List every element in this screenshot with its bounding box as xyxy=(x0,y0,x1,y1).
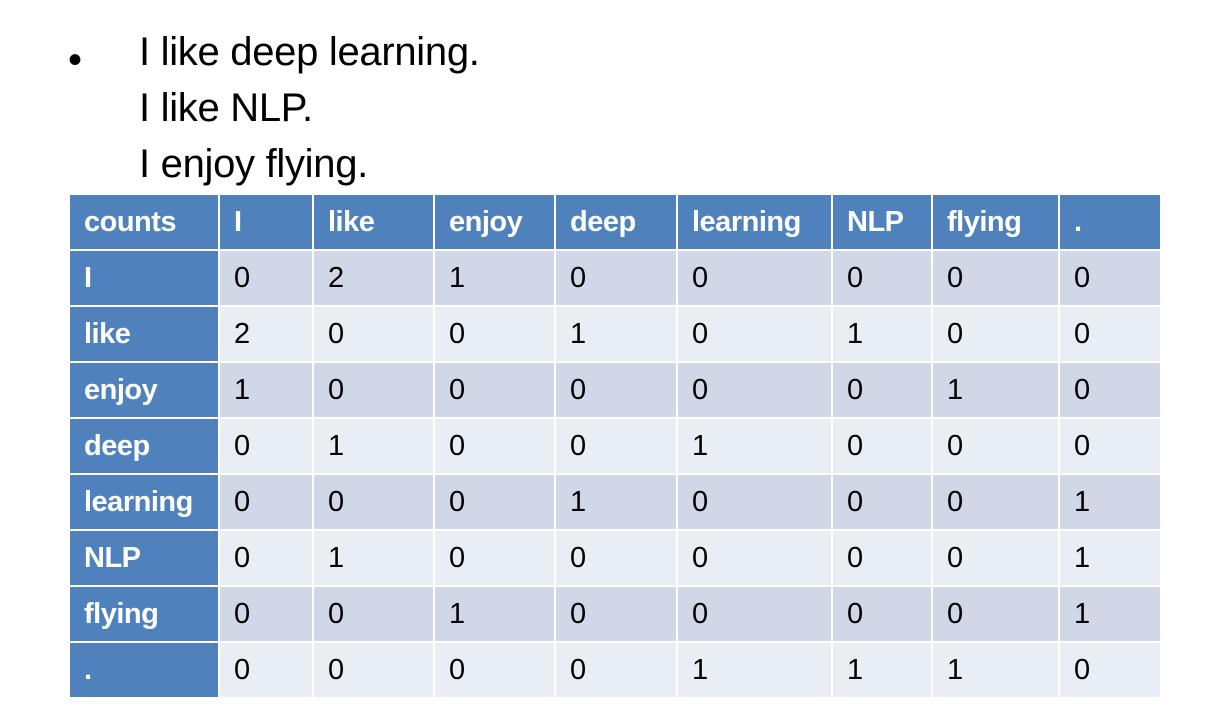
row-header: flying xyxy=(68,585,220,643)
count-cell: 0 xyxy=(1058,249,1162,307)
count-cell: 1 xyxy=(1058,473,1162,531)
count-cell: 0 xyxy=(931,529,1060,587)
count-cell: 0 xyxy=(554,417,678,475)
count-cell: 2 xyxy=(218,305,314,363)
count-cell: 0 xyxy=(931,585,1060,643)
row-header: NLP xyxy=(68,529,220,587)
count-cell: 0 xyxy=(676,529,833,587)
count-cell: 0 xyxy=(433,473,556,531)
count-cell: 1 xyxy=(1058,585,1162,643)
count-cell: 1 xyxy=(676,641,833,699)
count-cell: 0 xyxy=(312,641,435,699)
count-cell: 0 xyxy=(831,585,933,643)
count-cell: 0 xyxy=(931,305,1060,363)
count-cell: 1 xyxy=(218,361,314,419)
column-header: deep xyxy=(554,193,678,251)
count-cell: 0 xyxy=(218,249,314,307)
count-cell: 0 xyxy=(312,305,435,363)
count-cell: 0 xyxy=(1058,361,1162,419)
count-cell: 0 xyxy=(218,641,314,699)
bullet-point: • xyxy=(68,38,83,82)
row-header: enjoy xyxy=(68,361,220,419)
row-header: I xyxy=(68,249,220,307)
count-cell: 0 xyxy=(676,361,833,419)
count-cell: 0 xyxy=(312,361,435,419)
count-cell: 1 xyxy=(312,417,435,475)
count-cell: 0 xyxy=(831,473,933,531)
count-cell: 0 xyxy=(554,641,678,699)
row-header: . xyxy=(68,641,220,699)
table-row: NLP 0 1 0 0 0 0 0 1 xyxy=(68,529,1162,587)
count-cell: 1 xyxy=(831,641,933,699)
table-row: flying 0 0 1 0 0 0 0 1 xyxy=(68,585,1162,643)
column-header: enjoy xyxy=(433,193,556,251)
column-header: learning xyxy=(676,193,833,251)
count-cell: 0 xyxy=(554,529,678,587)
count-cell: 0 xyxy=(433,417,556,475)
count-cell: 0 xyxy=(218,585,314,643)
table-row: deep 0 1 0 0 1 0 0 0 xyxy=(68,417,1162,475)
column-header: . xyxy=(1058,193,1162,251)
table-row: like 2 0 0 1 0 1 0 0 xyxy=(68,305,1162,363)
count-cell: 0 xyxy=(831,417,933,475)
count-cell: 1 xyxy=(931,361,1060,419)
count-cell: 2 xyxy=(312,249,435,307)
count-cell: 0 xyxy=(831,249,933,307)
count-cell: 0 xyxy=(433,529,556,587)
column-header: flying xyxy=(931,193,1060,251)
count-cell: 1 xyxy=(433,249,556,307)
count-cell: 0 xyxy=(676,585,833,643)
column-header: I xyxy=(218,193,314,251)
count-cell: 0 xyxy=(218,417,314,475)
count-cell: 0 xyxy=(1058,305,1162,363)
count-cell: 1 xyxy=(554,305,678,363)
row-header: deep xyxy=(68,417,220,475)
count-cell: 1 xyxy=(433,585,556,643)
sentence: I enjoy flying. xyxy=(139,142,368,186)
count-cell: 1 xyxy=(554,473,678,531)
count-cell: 1 xyxy=(312,529,435,587)
count-cell: 0 xyxy=(676,249,833,307)
count-cell: 1 xyxy=(931,641,1060,699)
row-header: like xyxy=(68,305,220,363)
count-cell: 0 xyxy=(676,473,833,531)
count-cell: 0 xyxy=(554,585,678,643)
count-cell: 0 xyxy=(218,529,314,587)
count-cell: 0 xyxy=(676,305,833,363)
sentence-list: I like deep learning. I like NLP. I enjo… xyxy=(139,24,480,192)
row-header: learning xyxy=(68,473,220,531)
count-cell: 1 xyxy=(676,417,833,475)
count-cell: 0 xyxy=(433,641,556,699)
count-cell: 0 xyxy=(1058,641,1162,699)
sentence: I like NLP. xyxy=(139,86,313,130)
count-cell: 0 xyxy=(831,361,933,419)
table-row: enjoy 1 0 0 0 0 0 1 0 xyxy=(68,361,1162,419)
count-cell: 0 xyxy=(433,361,556,419)
count-cell: 0 xyxy=(554,249,678,307)
count-cell: 0 xyxy=(554,361,678,419)
count-cell: 0 xyxy=(831,529,933,587)
table-row: learning 0 0 0 1 0 0 0 1 xyxy=(68,473,1162,531)
count-cell: 0 xyxy=(312,473,435,531)
count-cell: 0 xyxy=(1058,417,1162,475)
count-cell: 1 xyxy=(831,305,933,363)
count-cell: 0 xyxy=(931,417,1060,475)
count-cell: 1 xyxy=(1058,529,1162,587)
column-header: like xyxy=(312,193,435,251)
count-cell: 0 xyxy=(312,585,435,643)
count-cell: 0 xyxy=(931,473,1060,531)
corner-header: counts xyxy=(68,193,220,251)
column-header: NLP xyxy=(831,193,933,251)
count-cell: 0 xyxy=(218,473,314,531)
sentence: I like deep learning. xyxy=(139,30,480,74)
example-sentences: • I like deep learning. I like NLP. I en… xyxy=(0,22,1216,190)
count-cell: 0 xyxy=(931,249,1060,307)
count-cell: 0 xyxy=(433,305,556,363)
